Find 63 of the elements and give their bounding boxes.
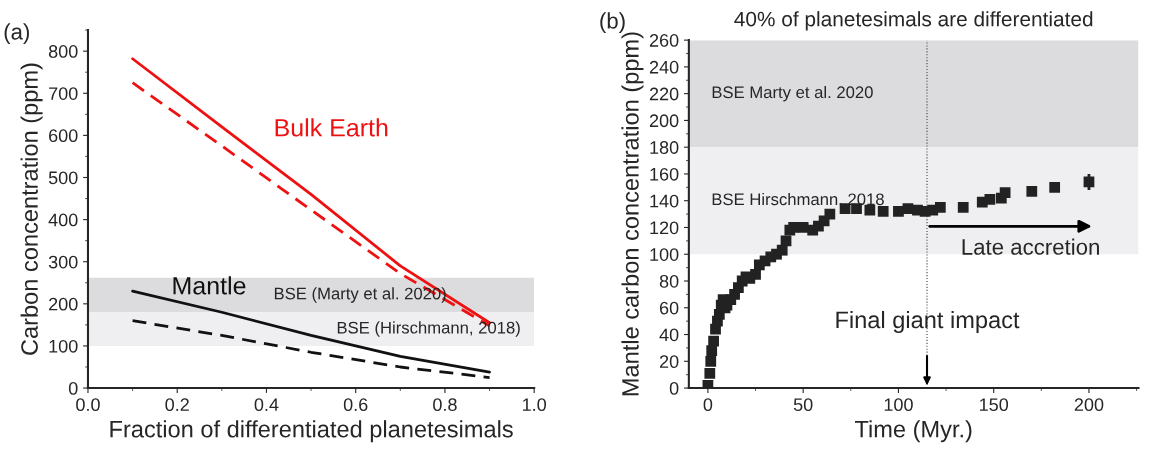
y-tick-label: 60 xyxy=(659,301,679,315)
point xyxy=(750,268,761,280)
point xyxy=(999,187,1011,199)
point xyxy=(705,355,717,367)
point xyxy=(877,206,889,217)
y-tick-label: 100 xyxy=(650,248,679,261)
x-axis-title: Time (Myr.) xyxy=(854,420,972,443)
band-label: BSE Marty et al. 2020 xyxy=(712,85,873,102)
x-tick-label: 0.8 xyxy=(433,398,457,412)
y-tick-label: 700 xyxy=(49,87,78,100)
x-axis-title: Fraction of differentiated planetesimals xyxy=(110,420,513,443)
x-tick-label: 200 xyxy=(1074,398,1104,412)
x-tick-label: 150 xyxy=(980,398,1009,412)
y-tick-label: 20 xyxy=(659,355,679,369)
text: (b) xyxy=(600,12,625,34)
band-label: BSE (Hirschmann, 2018) xyxy=(337,321,520,337)
y-tick-label: 200 xyxy=(49,297,78,311)
point xyxy=(824,208,836,220)
x-tick-label: 0 xyxy=(703,398,713,412)
y-tick-label: 220 xyxy=(649,87,679,101)
y-tick-label: 400 xyxy=(48,213,78,227)
y-tick-label: 80 xyxy=(659,274,679,288)
x-tick-label: 50 xyxy=(793,398,813,412)
x-tick-label: 0.2 xyxy=(165,398,189,412)
point xyxy=(984,193,996,205)
y-tick-label: 120 xyxy=(650,221,679,235)
y-tick-label: 600 xyxy=(49,129,78,143)
series-label: Bulk Earth xyxy=(275,118,388,137)
x-tick-label: 0.4 xyxy=(254,398,279,412)
y-tick-label: 200 xyxy=(649,114,679,128)
x-tick-label: 100 xyxy=(884,398,913,412)
y-tick-label: 240 xyxy=(649,60,679,74)
x-tick-label: 0.0 xyxy=(76,398,100,412)
point xyxy=(708,335,719,347)
x-tick-label: 0.6 xyxy=(343,398,368,412)
x-tick-label: 1.0 xyxy=(523,398,547,412)
y-tick-label: 800 xyxy=(48,45,78,58)
y-tick-label: 0 xyxy=(669,381,679,395)
annotation: Late accretion xyxy=(962,238,1099,255)
series-label: Mantle xyxy=(173,276,246,295)
point xyxy=(893,206,904,217)
y-tick-label: 0 xyxy=(68,381,78,395)
point xyxy=(704,367,716,379)
y-tick-label: 260 xyxy=(649,34,679,47)
y-tick-label: 40 xyxy=(659,328,679,342)
point xyxy=(788,222,800,233)
y-tick-label: 160 xyxy=(650,167,679,181)
y-axis-title: Mantle carbon concentration (ppm) xyxy=(621,32,644,396)
ref-line-label: Final giant impact xyxy=(836,310,1020,333)
chart-title: 40% of planetesimals are differentiated xyxy=(734,11,1093,31)
y-tick-label: 300 xyxy=(48,255,78,269)
point xyxy=(1049,181,1061,193)
y-axis-title: Carbon concentration (ppm) xyxy=(20,63,43,355)
y-tick-label: 140 xyxy=(650,194,679,208)
point xyxy=(1026,185,1038,197)
point xyxy=(776,244,788,256)
text: (a) xyxy=(4,23,29,45)
band-label: BSE (Marty et al. 2020) xyxy=(274,287,446,303)
point xyxy=(957,202,969,213)
y-tick-label: 100 xyxy=(49,339,78,353)
y-tick-label: 180 xyxy=(650,141,679,154)
y-tick-label: 500 xyxy=(48,171,78,185)
point xyxy=(934,202,946,213)
